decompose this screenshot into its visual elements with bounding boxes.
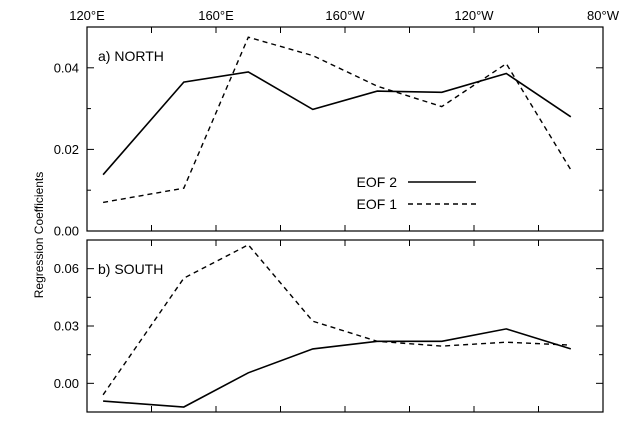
- y-axis-label: Regression Coefficients: [32, 172, 46, 299]
- legend-label: EOF 1: [357, 196, 398, 212]
- y-tick-label: 0.06: [54, 261, 79, 276]
- y-tick-label: 0.03: [54, 319, 79, 334]
- y-tick-label: 0.00: [54, 224, 79, 239]
- panel-frame: [86, 239, 604, 413]
- panel-north: 0.00 0.02 0.04 a) NORTH: [54, 26, 604, 239]
- series-line-eof-1: [102, 243, 571, 396]
- legend: EOF 2 EOF 1: [357, 174, 476, 212]
- y-tick-label: 0.02: [54, 142, 79, 157]
- top-longitude-axis: 120°E 160°E 160°W 120°W 80°W: [69, 8, 619, 23]
- series-line-eof-1: [102, 36, 572, 204]
- panel-south: 0.00 0.03 0.06 b) SOUTH: [54, 239, 604, 413]
- panel-frame: [86, 26, 604, 232]
- top-tick-label: 160°E: [198, 8, 234, 23]
- series-line-eof-2: [103, 328, 572, 408]
- series-line-eof-2: [102, 71, 572, 176]
- panel-title: b) SOUTH: [98, 261, 163, 277]
- top-tick-label: 120°E: [69, 8, 105, 23]
- top-tick-label: 120°W: [454, 8, 494, 23]
- top-tick-label: 160°W: [325, 8, 365, 23]
- y-tick-label: 0.04: [54, 60, 79, 75]
- legend-label: EOF 2: [357, 174, 398, 190]
- top-tick-label: 80°W: [587, 8, 620, 23]
- panel-title: a) NORTH: [98, 48, 164, 64]
- y-tick-label: 0.00: [54, 376, 79, 391]
